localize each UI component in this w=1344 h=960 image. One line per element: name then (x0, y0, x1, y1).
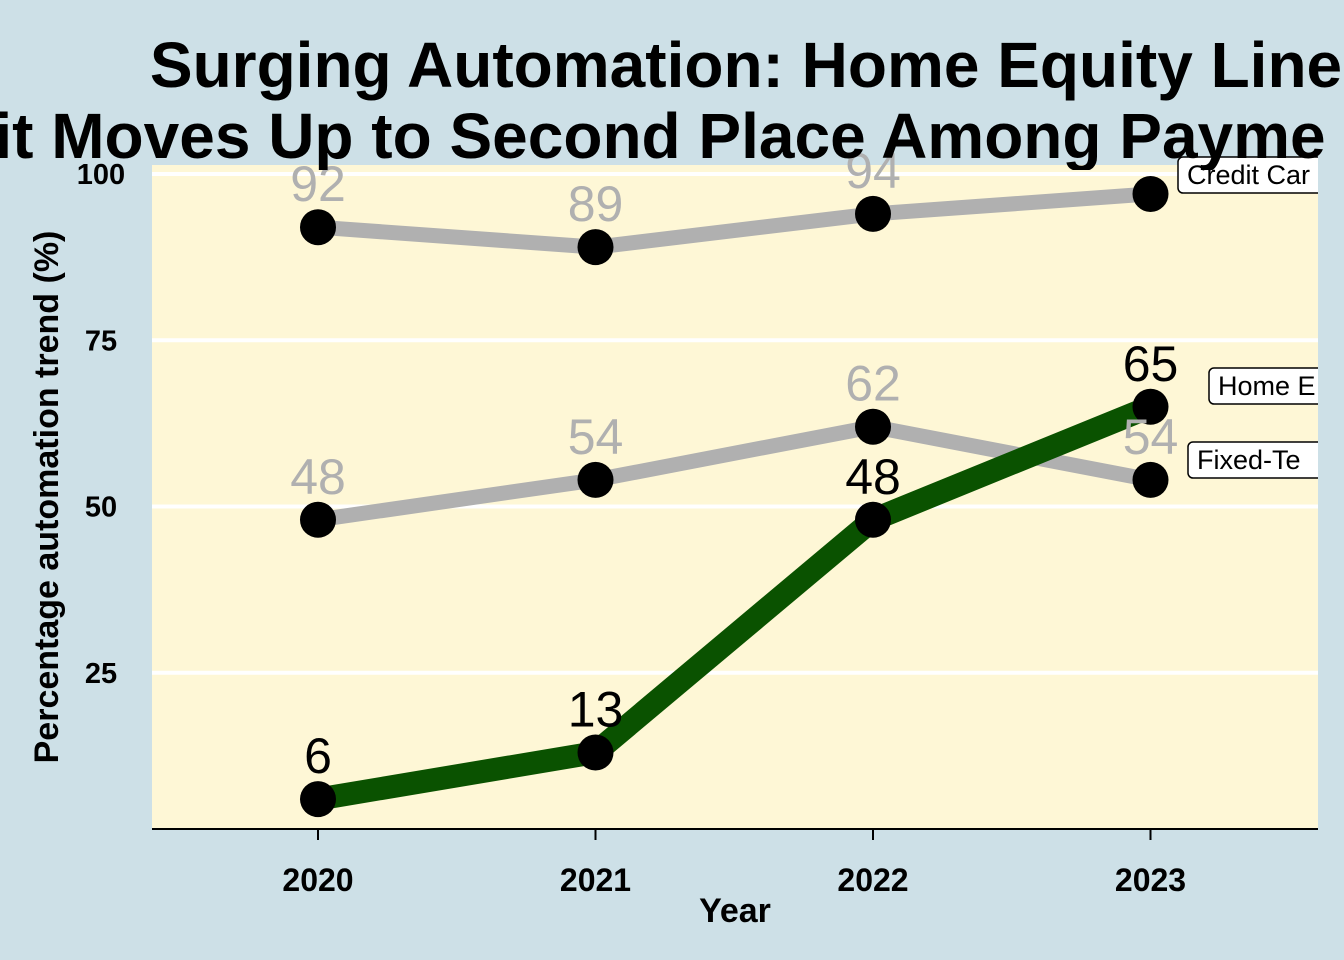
data-label: 54 (1123, 409, 1179, 465)
series-line (316, 396, 1155, 811)
series-tag-box (1187, 441, 1318, 479)
chart-title: Surging Automation: Home Equity Line it … (0, 29, 1342, 172)
y-axis-title: Percentage automation trend (%) (28, 231, 66, 764)
x-axis-title: Year (699, 892, 771, 930)
series-tag-label: Home E (1218, 371, 1316, 401)
data-label: 89 (568, 176, 624, 232)
series-tag-label: Fixed-Te (1197, 445, 1301, 475)
x-tick-label: 2020 (282, 862, 353, 898)
plot-panel (152, 165, 1318, 829)
data-label: 54 (568, 409, 624, 465)
data-point (577, 229, 614, 266)
data-point (300, 209, 336, 246)
data-label: 62 (845, 356, 901, 412)
data-label: 65 (1123, 336, 1179, 392)
x-tick-label: 2021 (560, 862, 631, 898)
data-point (577, 461, 614, 498)
y-tick-label: 50 (85, 492, 117, 524)
data-point (300, 501, 336, 538)
data-point (1132, 175, 1169, 212)
data-point (855, 408, 891, 445)
chart-title-line-2: it Moves Up to Second Place Among Payme (0, 100, 1326, 172)
axes: 25 50 75 100 2020 2021 2022 2023 (77, 159, 1318, 898)
data-label: 6 (304, 728, 332, 784)
grid-lines (152, 172, 1318, 675)
chart-title-line-1: Surging Automation: Home Equity Line (150, 29, 1342, 101)
x-tick-label: 2022 (837, 862, 908, 898)
x-tick-label: 2023 (1115, 862, 1186, 898)
data-point (577, 734, 614, 771)
y-tick-label: 100 (77, 159, 125, 191)
data-label: 92 (290, 156, 346, 212)
series-line (317, 186, 1152, 255)
data-label: 48 (290, 449, 346, 505)
series-tag-box (1177, 156, 1318, 194)
data-label: 13 (568, 682, 624, 738)
series-tag-label: Credit Car (1187, 160, 1310, 190)
data-point (855, 501, 891, 538)
series-tag-box (1208, 367, 1318, 405)
series: 92 89 94 48 54 62 54 6 13 48 65 Credit Car Fixed-Te H… (290, 143, 1318, 818)
data-point (1132, 388, 1169, 425)
y-tick-label: 25 (85, 658, 117, 690)
data-point (300, 781, 336, 818)
data-point (1132, 461, 1169, 498)
data-point (855, 195, 891, 232)
data-label: 94 (845, 143, 901, 199)
data-label: 48 (845, 449, 901, 505)
y-tick-label: 75 (85, 325, 117, 357)
